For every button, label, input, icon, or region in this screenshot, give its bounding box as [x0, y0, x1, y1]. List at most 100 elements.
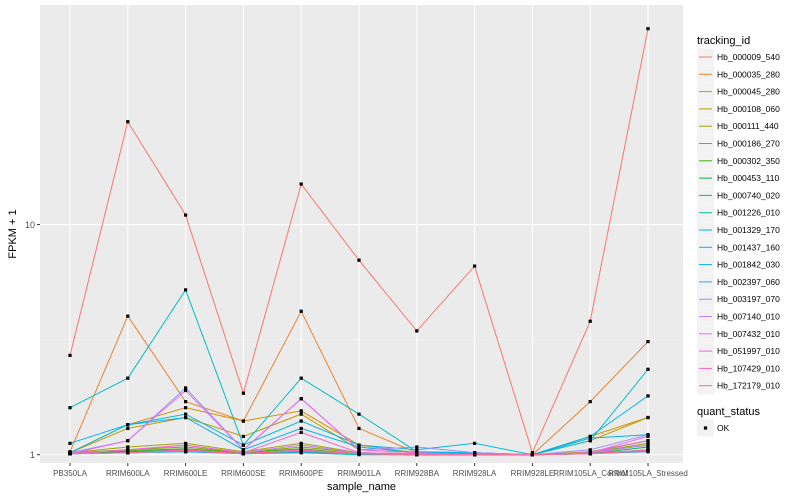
legend-label: Hb_000453_110	[717, 173, 780, 183]
legend-label: Hb_107429_010	[717, 363, 780, 373]
data-point	[588, 400, 592, 404]
data-point	[473, 453, 477, 457]
legend-label: Hb_003197_070	[717, 294, 780, 304]
data-point	[299, 430, 303, 434]
legend-label: Hb_001842_030	[717, 260, 780, 270]
x-tick-label: RRIM928LE	[511, 469, 555, 478]
x-tick-label: RRIM600LA	[106, 469, 150, 478]
legend: tracking_id Hb_000009_540Hb_000035_280Hb…	[697, 35, 780, 437]
data-point	[646, 27, 650, 31]
data-point	[184, 415, 188, 420]
data-point	[184, 386, 188, 390]
data-point	[241, 434, 245, 439]
data-point	[241, 452, 245, 456]
data-point	[299, 445, 303, 449]
legend-label: Hb_007140_010	[717, 312, 780, 322]
data-point	[357, 443, 361, 447]
data-point	[473, 264, 477, 268]
data-point	[126, 314, 130, 318]
legend-title: tracking_id	[697, 35, 750, 47]
legend-label: Hb_001437_160	[717, 242, 780, 252]
data-point	[299, 309, 303, 313]
data-point	[184, 445, 188, 449]
data-point	[646, 449, 650, 453]
data-point	[299, 443, 303, 447]
data-point	[241, 448, 245, 452]
data-point	[357, 445, 361, 449]
data-point	[184, 412, 188, 416]
data-point	[126, 451, 130, 455]
y-axis: 1 10	[25, 220, 40, 460]
data-point	[184, 388, 188, 393]
data-point	[357, 426, 361, 431]
legend-label: Hb_002397_060	[717, 277, 780, 287]
data-point	[184, 443, 188, 447]
x-axis: PB350LA RRIM600LA RRIM600LE RRIM600SE RRIM60…	[53, 463, 688, 478]
data-point	[588, 448, 592, 452]
data-point	[126, 376, 130, 380]
data-point	[299, 426, 303, 431]
x-tick-label: RRIM901LA	[337, 469, 381, 478]
data-point	[68, 406, 72, 410]
data-point	[68, 353, 72, 358]
legend-label: Hb_001329_170	[717, 225, 780, 235]
data-point	[68, 441, 72, 445]
y-tick-label: 10	[25, 220, 35, 230]
data-point	[299, 441, 303, 445]
data-point	[646, 340, 650, 344]
legend-label: Hb_001226_010	[717, 208, 780, 218]
legend-label: Hb_000302_350	[717, 156, 780, 166]
x-tick-label: RRIM105LA_Control	[553, 469, 627, 478]
data-point	[588, 434, 592, 439]
legend-label: Hb_007432_010	[717, 329, 780, 339]
y-axis-label: FPKM + 1	[7, 209, 19, 258]
data-point	[184, 441, 188, 445]
legend-label: Hb_000740_020	[717, 190, 780, 200]
shape-legend-marker	[703, 426, 708, 430]
data-point	[646, 433, 650, 437]
x-tick-label: RRIM928LA	[453, 469, 497, 478]
x-tick-label: PB350LA	[53, 469, 87, 478]
data-point	[184, 400, 188, 404]
data-point	[299, 376, 303, 380]
legend-label: Hb_000045_280	[717, 87, 780, 97]
data-point	[415, 445, 419, 449]
data-point	[126, 423, 130, 427]
data-point	[241, 443, 245, 447]
x-tick-label: RRIM600PE	[279, 469, 323, 478]
legend-label: Hb_000108_060	[717, 104, 780, 114]
data-point	[530, 451, 534, 455]
data-point	[126, 120, 130, 124]
data-point	[646, 434, 650, 439]
data-point	[357, 258, 361, 262]
data-point	[415, 448, 419, 452]
data-point	[299, 451, 303, 455]
shape-legend-label: OK	[717, 423, 730, 433]
data-point	[184, 406, 188, 410]
data-point	[241, 391, 245, 395]
data-point	[588, 439, 592, 443]
data-point	[126, 448, 130, 452]
data-point	[299, 449, 303, 453]
data-point	[126, 445, 130, 449]
data-point	[588, 319, 592, 323]
data-point	[68, 452, 72, 456]
x-tick-label: RRIM600LE	[164, 469, 208, 478]
data-point	[415, 453, 419, 457]
shape-legend-items: OK	[697, 419, 730, 437]
series-points	[68, 27, 650, 457]
data-point	[299, 419, 303, 423]
data-point	[415, 329, 419, 333]
data-point	[184, 288, 188, 292]
data-point	[184, 449, 188, 453]
x-tick-label: RRIM600SE	[221, 469, 265, 478]
grid-lines	[40, 5, 683, 463]
x-tick-label: RRIM928BA	[395, 469, 440, 478]
data-point	[646, 415, 650, 420]
data-point	[530, 453, 534, 457]
shape-legend-title: quant_status	[697, 406, 760, 418]
data-point	[646, 394, 650, 398]
data-point	[357, 448, 361, 452]
legend-label: Hb_000009_540	[717, 52, 780, 62]
data-point	[646, 367, 650, 371]
